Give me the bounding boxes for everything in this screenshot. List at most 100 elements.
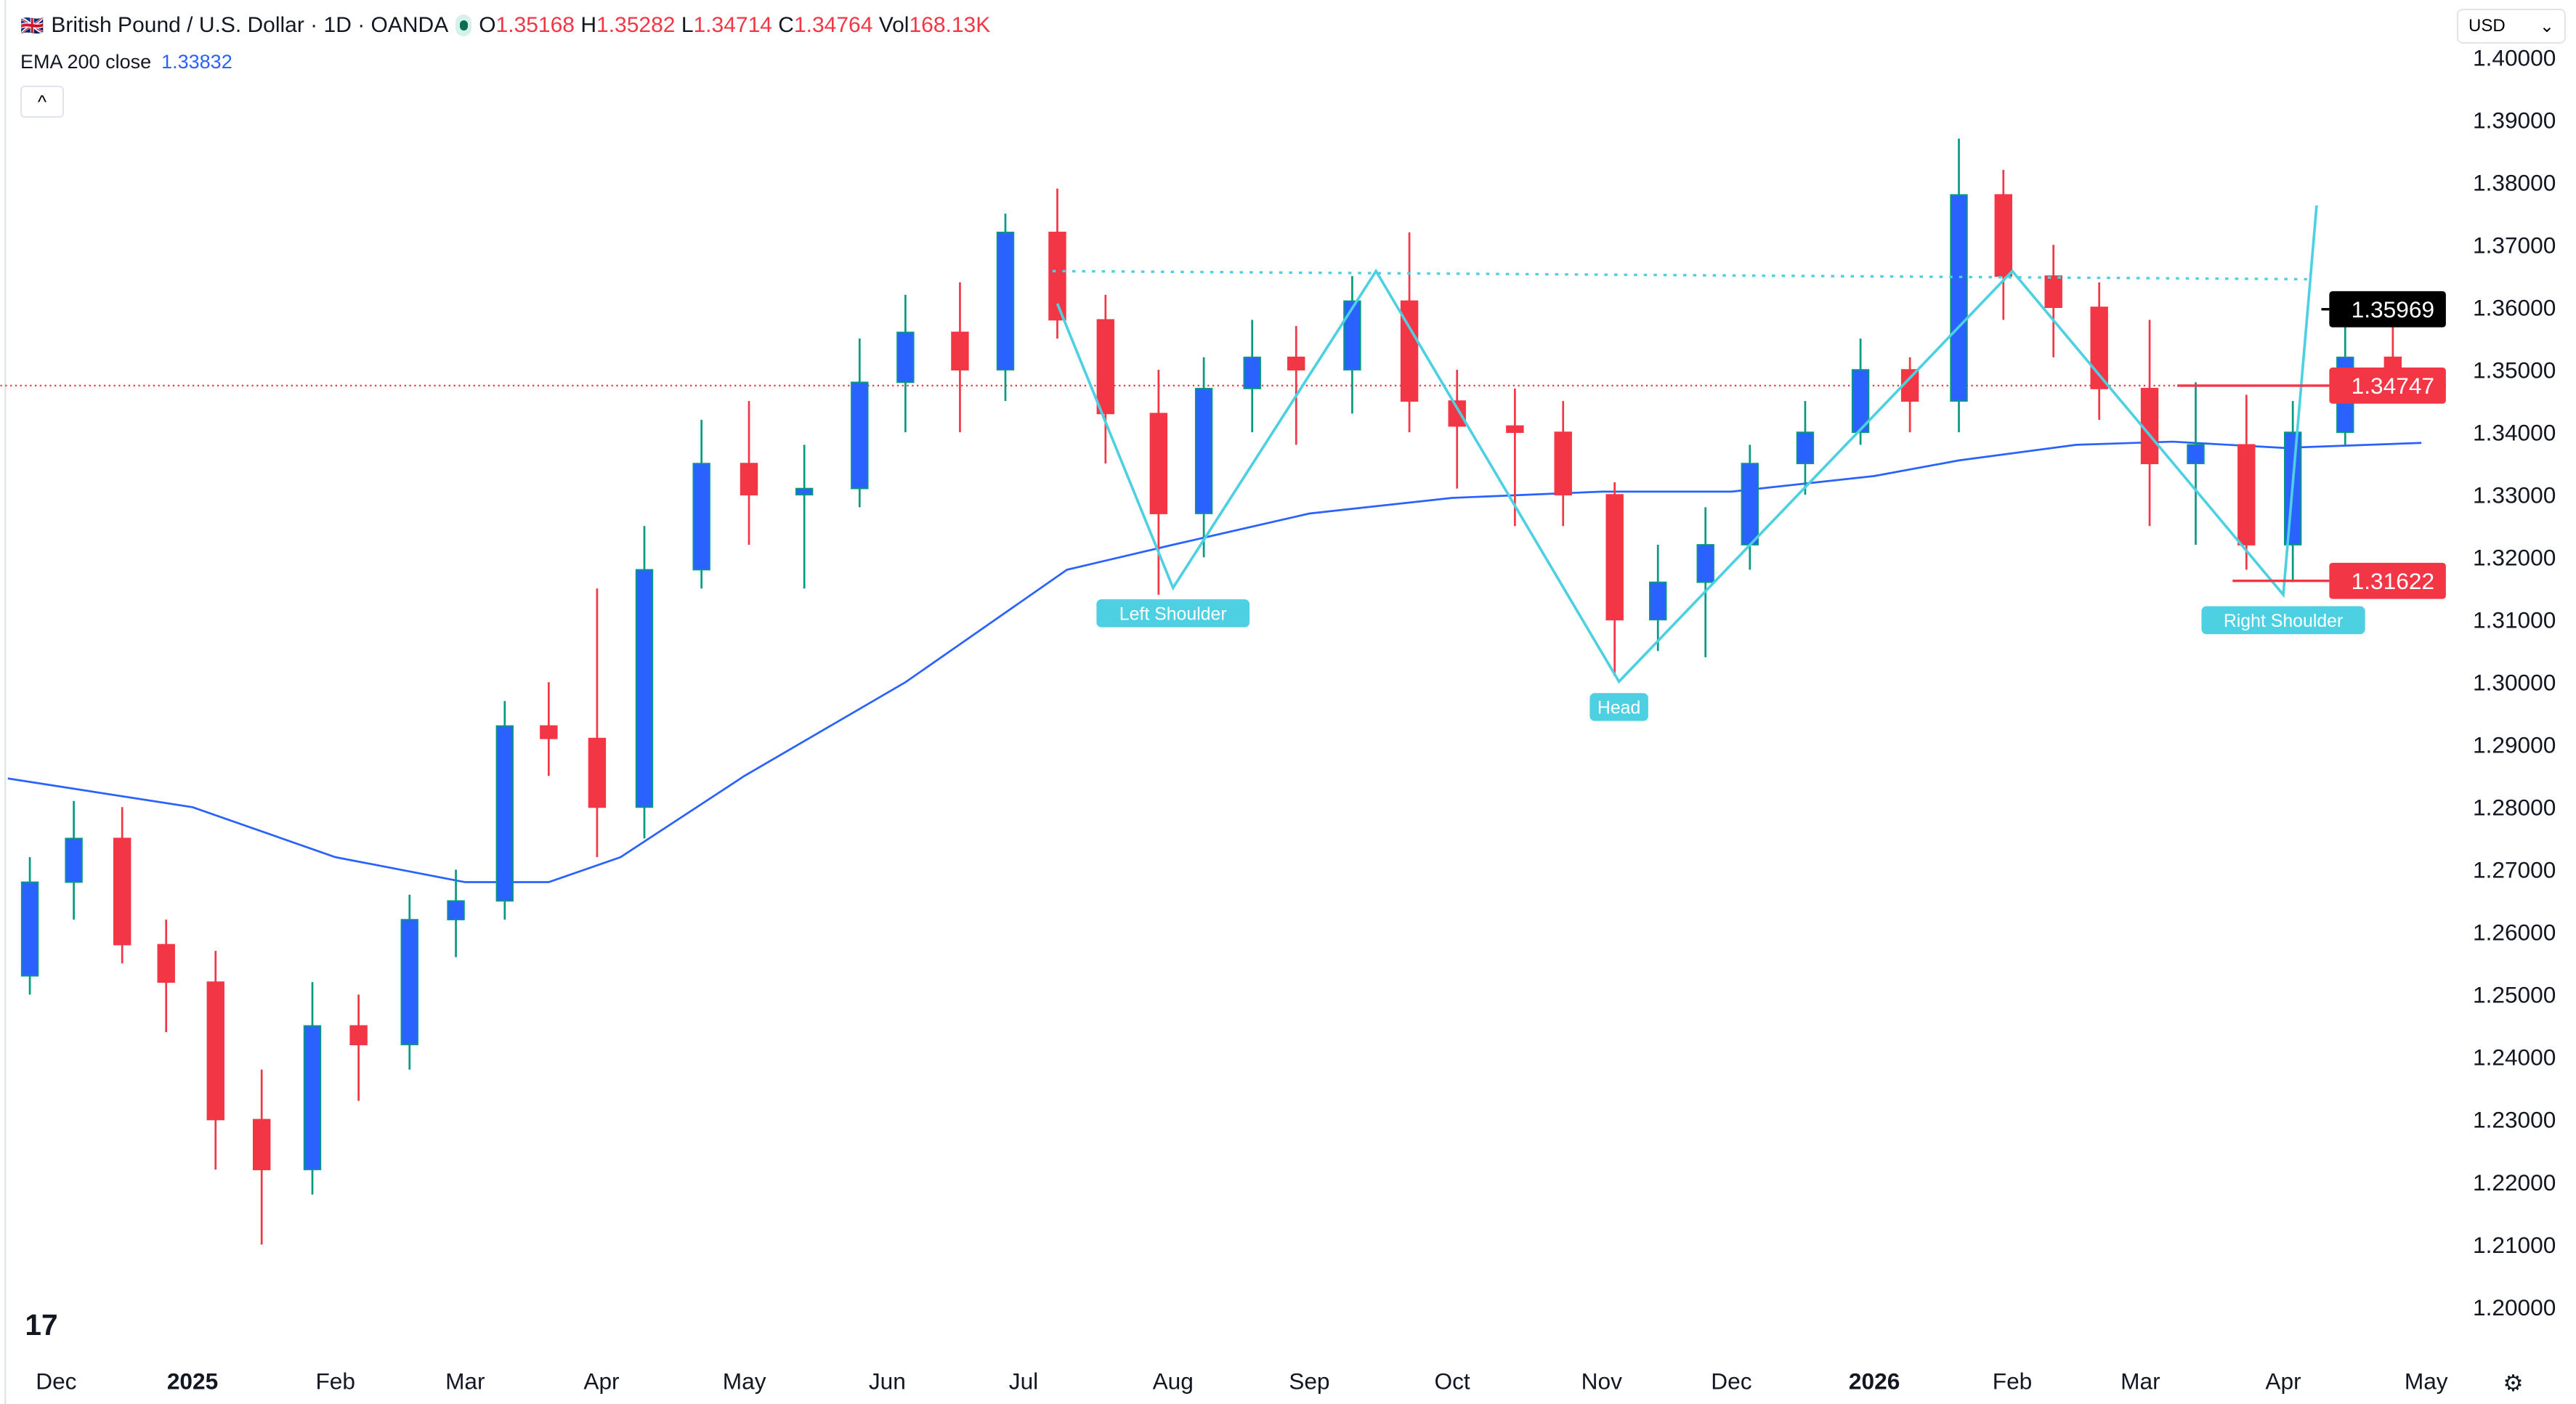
- symbol-title[interactable]: British Pound / U.S. Dollar · 1D · OANDA: [51, 13, 449, 37]
- x-axis-tick-label: Dec: [36, 1368, 76, 1395]
- x-axis-tick-label: Apr: [2265, 1368, 2301, 1395]
- candle-body: [252, 1119, 271, 1171]
- candle-body: [1851, 369, 1870, 434]
- settings-gear-icon[interactable]: ⚙: [2503, 1370, 2523, 1396]
- candle-body: [635, 569, 654, 808]
- candle: [1994, 169, 2012, 320]
- y-axis-tick-label: 1.20000: [2473, 1294, 2556, 1320]
- x-axis-tick-label: May: [723, 1368, 766, 1395]
- candle: [1149, 370, 1168, 595]
- price-label: 1.35969: [2352, 296, 2434, 322]
- y-axis-tick-label: 1.40000: [2473, 44, 2556, 70]
- currency-select[interactable]: USD ⌄: [2457, 9, 2566, 44]
- candle: [740, 401, 758, 545]
- candle: [1605, 482, 1624, 676]
- candle: [540, 682, 558, 776]
- candle: [1343, 276, 1361, 414]
- candle-body: [349, 1025, 368, 1046]
- y-axis-tick-label: 1.26000: [2473, 920, 2556, 946]
- pattern-label-bg: [1589, 693, 1648, 721]
- pattern-label: Left Shoulder: [1119, 604, 1227, 624]
- candle: [20, 857, 39, 995]
- candle-body: [2187, 444, 2205, 465]
- candle: [851, 338, 869, 508]
- candle: [2044, 245, 2062, 357]
- candle-body: [495, 725, 514, 902]
- x-axis-tick-label: Jul: [1009, 1368, 1038, 1395]
- candle: [1400, 232, 1419, 433]
- x-axis-tick-label: Aug: [1153, 1368, 1194, 1395]
- candle: [2187, 382, 2205, 545]
- candle: [996, 214, 1015, 402]
- candle: [2237, 394, 2256, 570]
- candle-body: [303, 1025, 322, 1171]
- candle: [1950, 138, 1968, 433]
- x-axis-tick-label: Feb: [1993, 1368, 2033, 1395]
- y-axis-tick-label: 1.25000: [2473, 982, 2556, 1008]
- y-axis-tick-label: 1.35000: [2473, 357, 2556, 383]
- ema-legend[interactable]: EMA 200 close 1.33832: [20, 51, 232, 73]
- y-axis-tick-label: 1.28000: [2473, 795, 2556, 821]
- candle-body: [996, 231, 1015, 371]
- x-axis-tick-label: Sep: [1289, 1368, 1329, 1395]
- candle-body: [1243, 357, 1261, 389]
- candle-body: [896, 331, 915, 384]
- y-axis-tick-label: 1.31000: [2473, 607, 2556, 633]
- candle-body: [1048, 231, 1066, 321]
- candle: [1194, 357, 1213, 558]
- y-axis-tick-label: 1.32000: [2473, 545, 2556, 571]
- candle-body: [692, 463, 710, 571]
- pattern-label: Right Shoulder: [2224, 611, 2343, 631]
- price-label-bg: [2329, 562, 2446, 599]
- candle-body: [1400, 300, 1419, 402]
- candle: [588, 588, 607, 858]
- ema-value: 1.33832: [161, 51, 232, 73]
- candle-body: [2237, 444, 2256, 545]
- candle: [1796, 401, 1815, 495]
- candle-body: [157, 944, 175, 983]
- candle-body: [1950, 194, 1968, 402]
- candle: [692, 419, 710, 589]
- candle: [1048, 188, 1066, 339]
- candle: [252, 1069, 271, 1245]
- candle: [400, 894, 418, 1070]
- candle: [349, 994, 368, 1101]
- candle: [1851, 338, 1870, 445]
- candle-body: [206, 981, 224, 1121]
- candle: [896, 294, 915, 433]
- candle-body: [951, 331, 969, 371]
- candle: [1649, 545, 1667, 652]
- candle: [1554, 401, 1572, 527]
- candle-body: [588, 737, 607, 808]
- market-open-dot-icon: [455, 15, 472, 36]
- x-axis-tick-label: 2026: [1849, 1368, 1900, 1395]
- candle-body: [1506, 425, 1524, 434]
- x-axis-tick-label: May: [2405, 1368, 2448, 1395]
- y-axis-tick-label: 1.39000: [2473, 107, 2556, 133]
- candle-body: [1649, 581, 1667, 621]
- candle: [1448, 370, 1466, 489]
- price-label-bg: [2329, 291, 2446, 328]
- x-axis-tick-label: Apr: [583, 1368, 620, 1395]
- y-axis-tick-label: 1.30000: [2473, 670, 2556, 696]
- candle-body: [1096, 319, 1115, 415]
- x-axis-tick-label: Mar: [2121, 1368, 2160, 1395]
- candle-body: [1343, 300, 1361, 371]
- uk-flag-icon: 🇬🇧: [20, 14, 44, 36]
- candle: [65, 800, 83, 920]
- y-axis-tick-label: 1.36000: [2473, 294, 2556, 320]
- candle: [447, 869, 465, 957]
- x-axis-tick-label: Feb: [315, 1368, 355, 1395]
- y-axis-tick-label: 1.21000: [2473, 1232, 2556, 1258]
- y-axis-tick-label: 1.27000: [2473, 857, 2556, 883]
- y-axis-tick-label: 1.22000: [2473, 1169, 2556, 1196]
- candle-body: [1741, 463, 1759, 545]
- candle-body: [1994, 194, 2012, 277]
- price-label: 1.31622: [2352, 568, 2434, 594]
- x-axis-tick-label: Jun: [869, 1368, 906, 1395]
- collapse-legend-button[interactable]: ^: [20, 86, 64, 118]
- candle-body: [851, 381, 869, 490]
- pattern-label-bg: [1096, 599, 1250, 628]
